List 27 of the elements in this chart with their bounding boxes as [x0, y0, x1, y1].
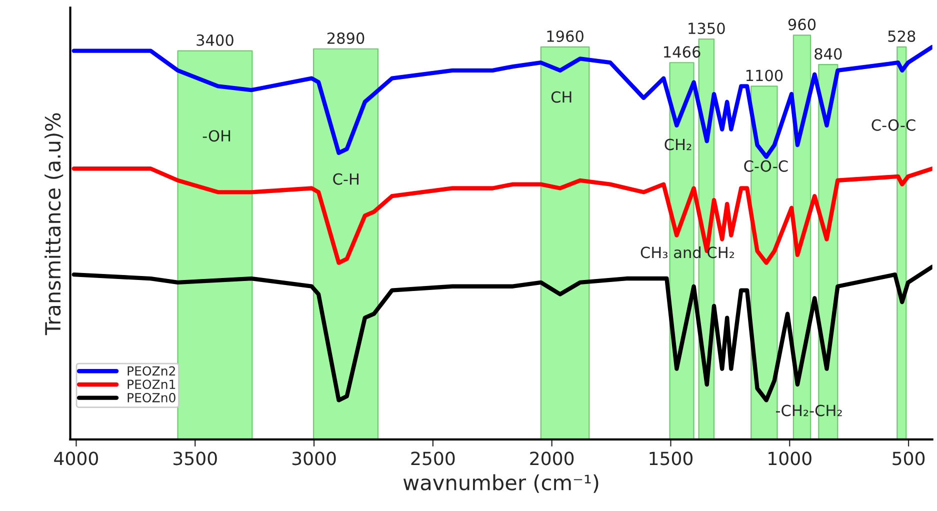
x-tick-label: 4000	[54, 452, 98, 466]
annotation: CH₂	[664, 138, 692, 150]
x-tick-label: 1500	[650, 452, 693, 466]
band-label: 960	[788, 18, 816, 30]
legend-label: PEOZn0	[128, 392, 176, 402]
legend-label: PEOZn2	[128, 366, 175, 376]
legend-label: PEOZn1	[128, 380, 176, 390]
band-label: 840	[814, 48, 842, 60]
annotation: -CH₂-CH₂	[776, 404, 842, 416]
annotation: CH	[551, 91, 572, 103]
y-axis-title: Transmittance (a.u)%	[44, 113, 64, 336]
band-label: 3400	[196, 34, 234, 46]
x-tick-label: 3000	[292, 452, 336, 466]
band-label: 1100	[746, 70, 783, 82]
x-tick-label: 2500	[411, 452, 455, 466]
x-tick-label: 500	[892, 452, 925, 466]
band-label: 1350	[688, 22, 725, 34]
band-label: 528	[888, 30, 916, 42]
x-tick-label: 3500	[174, 452, 217, 466]
band-label: 1960	[547, 30, 584, 42]
x-tick-label: 2000	[530, 452, 574, 466]
annotation: C-O-C	[744, 160, 788, 172]
x-axis-title: wavnumber (cm⁻¹)	[403, 474, 598, 493]
band-label: 2890	[327, 32, 364, 44]
annotation: C-H	[333, 173, 358, 185]
annotation: -OH	[202, 130, 230, 142]
x-tick-label: 1000	[768, 452, 812, 466]
